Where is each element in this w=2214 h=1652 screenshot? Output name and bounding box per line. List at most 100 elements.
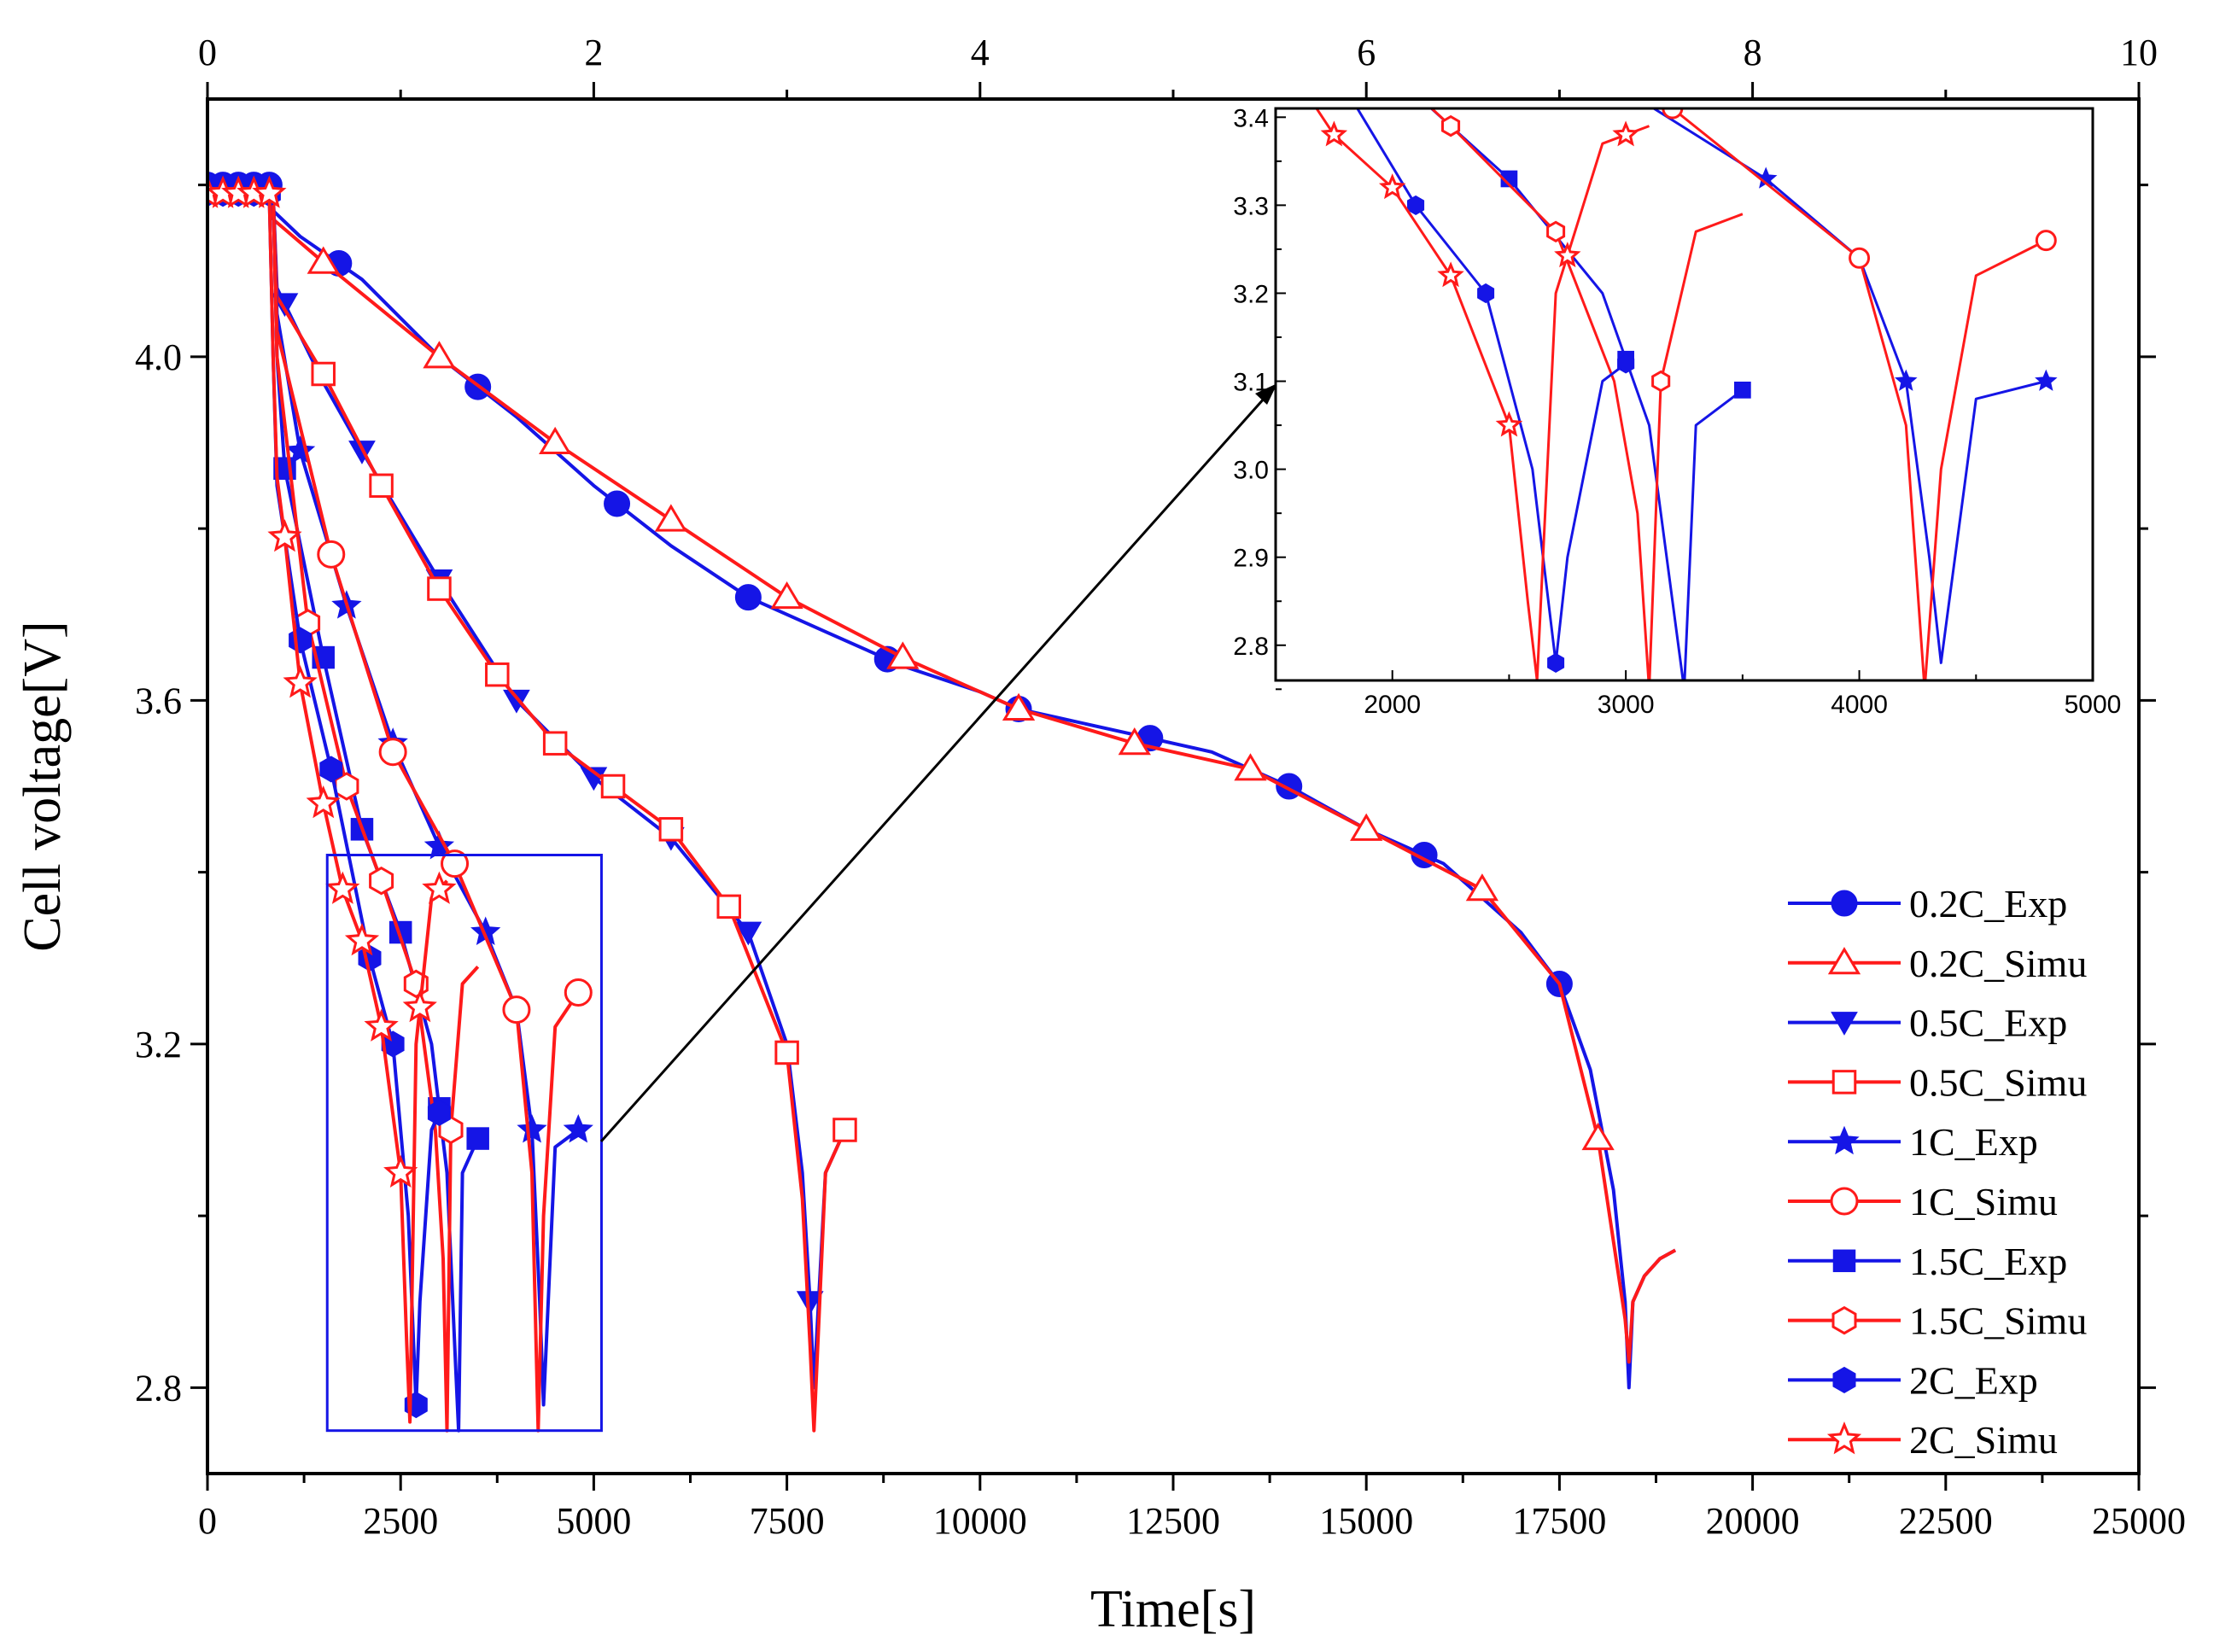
data-point (658, 817, 684, 842)
data-point (319, 756, 343, 783)
inset-data-point (1546, 220, 1566, 243)
data-point (503, 689, 530, 714)
series-1.5C_Simu (271, 193, 480, 1433)
data-point (600, 773, 626, 799)
data-point (283, 665, 318, 698)
legend-item: 1.5C_Exp (1788, 1240, 2067, 1283)
legend-label: 0.5C_Simu (1909, 1060, 2087, 1104)
inset-data-point (1378, 173, 1406, 200)
x-tick-label: 25000 (2092, 1500, 2186, 1542)
legend-item: 0.2C_Exp (1788, 882, 2067, 925)
legend-marker (1831, 1012, 1858, 1036)
y-tick-label: 3.2 (135, 1024, 182, 1065)
inset-y-tick-label: 3.0 (1233, 457, 1269, 485)
data-point (369, 866, 394, 896)
legend-marker (1832, 1249, 1856, 1273)
inset-data-point (1554, 242, 1581, 268)
legend-item: 1.5C_Simu (1788, 1299, 2087, 1343)
source-box-rect (325, 854, 603, 1433)
top-tick-label: 2 (584, 32, 603, 73)
inset-y-tick-label: 2.8 (1233, 633, 1269, 661)
inset-series-2C_Simu (1315, 108, 1650, 680)
data-point (423, 341, 456, 369)
x-tick-label: 22500 (1899, 1500, 1993, 1542)
series-line (271, 193, 843, 1390)
legend-label: 1.5C_Simu (1909, 1299, 2087, 1343)
inset-x-tick-label: 5000 (2065, 691, 2122, 719)
legend-marker (1832, 1366, 1856, 1393)
x-tick-label: 5000 (556, 1500, 631, 1542)
inset-data-point (1407, 195, 1425, 215)
legend-label: 1C_Simu (1909, 1180, 2058, 1223)
series-0.5C_Simu (271, 193, 857, 1433)
zoom-arrow (599, 388, 1274, 1142)
data-point (716, 894, 741, 919)
inset-data-point (1662, 108, 1684, 120)
x-tick-label: 12500 (1126, 1500, 1220, 1542)
data-point (364, 1008, 399, 1042)
inset-data-point (1849, 247, 1871, 269)
data-point (378, 738, 407, 767)
inset-data-point (1617, 353, 1635, 374)
y-tick-label: 4.0 (135, 336, 182, 378)
legend-item: 1C_Simu (1788, 1180, 2058, 1223)
inset-y-tick-label: 3.2 (1233, 280, 1269, 308)
inset-data-point (1477, 283, 1495, 304)
axes: 0 2500 5000 7500 10000 12500 15000 17500 20000 22… (135, 32, 2186, 1542)
top-tick-label: 10 (2120, 32, 2158, 73)
series-line (271, 193, 480, 1433)
data-point (441, 849, 470, 879)
inset-data-point (1547, 652, 1565, 673)
zoom-arrowhead-icon (1255, 383, 1277, 405)
data-point (1581, 1122, 1615, 1151)
legend-marker (1831, 1070, 1857, 1095)
data-point (1002, 692, 1036, 721)
inset-y-tick-label: 3.1 (1233, 369, 1269, 397)
inset-data-point (2035, 230, 2057, 252)
legend-marker (1831, 890, 1858, 917)
data-point (604, 490, 631, 517)
data-point (267, 518, 302, 552)
series-line (271, 193, 847, 1433)
inset-data-point (1441, 114, 1461, 137)
inset-data-point (1734, 381, 1751, 399)
x-tick-label: 0 (198, 1500, 217, 1542)
x-tick-label: 10000 (933, 1500, 1027, 1542)
data-point (422, 871, 457, 904)
series-2C_Simu (207, 175, 457, 1424)
main-plot (207, 172, 1677, 1433)
data-point (564, 978, 593, 1007)
x-tick-label: 2500 (363, 1500, 438, 1542)
data-point (542, 731, 568, 756)
data-point (348, 441, 376, 464)
inset-data-point (1495, 411, 1523, 437)
legend-item: 0.2C_Simu (1788, 942, 2087, 985)
inset-x-tick-label: 3000 (1598, 691, 1655, 719)
data-point (774, 1040, 799, 1065)
legend-marker (1826, 1421, 1862, 1455)
inset-y-tick-label: 2.9 (1233, 545, 1269, 573)
data-point (344, 923, 380, 956)
x-axis-title: Time[s] (1090, 1580, 1256, 1638)
legend-label: 1.5C_Exp (1909, 1240, 2067, 1283)
legend-item: 1C_Exp (1788, 1120, 2038, 1164)
legend-marker (1830, 1187, 1859, 1216)
data-point (383, 1154, 418, 1188)
x-tick-label: 7500 (750, 1500, 825, 1542)
data-point (539, 426, 572, 454)
data-point (485, 662, 510, 687)
inset-data-point (1500, 170, 1518, 188)
zoom-source-box (325, 854, 603, 1433)
legend-label: 0.5C_Exp (1909, 1001, 2067, 1045)
data-point (1234, 753, 1267, 781)
data-point (1350, 813, 1383, 841)
data-point (311, 361, 336, 387)
legend-marker (1831, 1305, 1857, 1335)
top-tick-label: 8 (1744, 32, 1762, 73)
legend-label: 2C_Simu (1909, 1418, 2058, 1462)
data-point (734, 584, 762, 611)
x-tick-label: 15000 (1319, 1500, 1413, 1542)
data-point (796, 1291, 824, 1316)
data-point (1118, 727, 1151, 756)
